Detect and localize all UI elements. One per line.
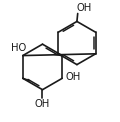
Text: OH: OH — [35, 99, 50, 109]
Text: OH: OH — [77, 3, 92, 13]
Text: OH: OH — [65, 72, 81, 82]
Text: HO: HO — [11, 43, 26, 53]
